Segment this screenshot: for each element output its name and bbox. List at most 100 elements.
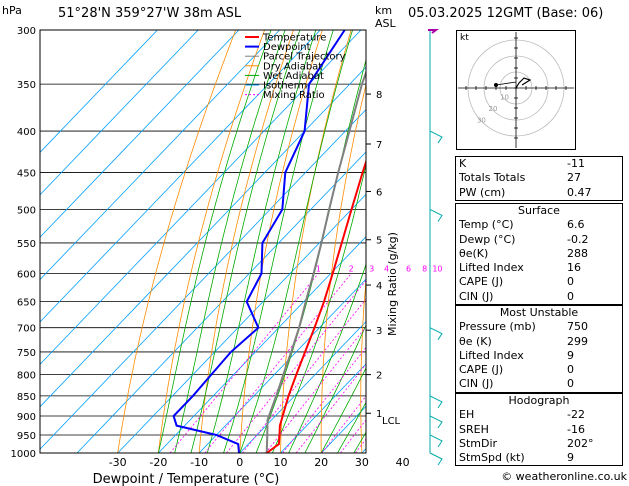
surface-value: 0 [567, 275, 574, 289]
mu-label: CAPE (J) [459, 363, 504, 377]
pressure-tick-label: 550 [17, 239, 36, 250]
pressure-tick-label: 800 [17, 371, 36, 382]
mixing-ratio-line [340, 419, 366, 453]
km-axis-label: km [375, 4, 392, 17]
hodograph-trace [515, 77, 532, 89]
temperature-tick-label: 20 [314, 456, 328, 469]
isotherm [239, 320, 366, 453]
hodo-label: SREH [459, 422, 489, 436]
km-tick-label: 6 [376, 187, 382, 198]
wet-adiabat [272, 163, 366, 453]
hodo-label: StmSpd (kt) [459, 451, 525, 465]
surface-label: θe(K) [459, 246, 489, 260]
index-row-totals: Totals Totals 27 [456, 171, 622, 185]
dry-adiabat [399, 30, 438, 453]
dry-adiabat [280, 30, 352, 453]
indices-most-unstable-table: Most Unstable Pressure (mb) 750 θe (K) 299… [455, 305, 623, 393]
km-tick-label: 5 [376, 236, 382, 247]
index-value: -11 [567, 157, 585, 170]
legend-label: Temperature [262, 33, 326, 44]
hodo-value: 9 [567, 451, 574, 465]
wet-adiabat [304, 324, 366, 453]
wet-adiabat [223, 30, 334, 453]
surface-label: CAPE (J) [459, 275, 504, 289]
temperature-tick-label: 0 [236, 456, 243, 469]
mixing-ratio-tick-label: 1 [316, 265, 321, 274]
legend-label: Isotherm [263, 81, 307, 92]
pressure-tick-label: 450 [17, 168, 36, 179]
legend-label: Wet Adiabat [263, 71, 324, 82]
temperature-tick-label: 10 [274, 456, 288, 469]
mu-label: θe (K) [459, 334, 492, 348]
plot-frame [39, 29, 367, 454]
mixing-ratio-tick-label: 10 [432, 265, 442, 274]
km-tick-label: 8 [376, 90, 382, 101]
hodograph-kt-label: kt [460, 33, 469, 43]
pressure-tick-label: 900 [17, 412, 36, 423]
legend-label: Mixing Ratio [263, 90, 325, 101]
wet-adiabat [337, 401, 366, 453]
copyright-footer: © weatheronline.co.uk [501, 470, 627, 483]
isotherm [40, 30, 199, 196]
y-axis-label: hPa [2, 4, 22, 17]
datetime-header: 05.03.2025 12GMT (Base: 06) [408, 6, 604, 21]
surface-title: Surface [518, 204, 560, 217]
surface-value: -0.2 [567, 232, 589, 246]
km-tick-label: 3 [376, 326, 382, 337]
indices-surface-table: Surface Temp (°C) 6.6 Dewp (°C) -0.2 θe(K)… [455, 203, 623, 306]
temperature-tick-label: 40 [396, 456, 410, 469]
lcl-label: LCL [382, 416, 401, 427]
isotherm [76, 151, 366, 453]
pressure-tick-label: 1000 [11, 449, 36, 460]
mixing-ratio-line [295, 363, 366, 453]
mu-label: Pressure (mb) [459, 320, 536, 334]
dry-adiabat [360, 275, 366, 453]
mixing-ratio-tick-label: 2 [349, 265, 354, 274]
pressure-tick-label: 500 [17, 205, 36, 216]
index-row-k: K -11 [456, 157, 622, 171]
hodograph-ring-label: 10 [500, 94, 509, 102]
wind-barb [429, 395, 443, 409]
dry-adiabat [198, 30, 294, 453]
km-tick-label: 7 [376, 140, 382, 151]
pressure-tick-label: 950 [17, 431, 36, 442]
wind-barb-top [428, 29, 439, 34]
mixing-ratio-line [321, 395, 366, 453]
storm-motion-vector [495, 81, 517, 86]
indices-general-table: K -11 Totals Totals 27 PW (cm) 0.47 [455, 156, 623, 201]
surface-value: 16 [567, 261, 581, 275]
most-unstable-title: Most Unstable [499, 306, 579, 319]
parcel-trajectory-line [265, 69, 366, 453]
wet-adiabat [158, 30, 272, 453]
isotherm [280, 363, 366, 453]
isotherm [40, 30, 280, 281]
wind-barb [429, 434, 443, 448]
isotherm [40, 30, 158, 153]
km-axis-label: ASL [375, 17, 397, 30]
dewpoint-line [172, 30, 346, 453]
pressure-tick-label: 350 [17, 80, 36, 91]
dry-adiabat [117, 30, 237, 453]
surface-label: Dewp (°C) [459, 232, 516, 246]
mu-value: 9 [567, 348, 574, 362]
skewt-grid [40, 30, 438, 453]
mu-value: 750 [567, 320, 588, 334]
mu-label: Lifted Index [459, 348, 524, 362]
index-label: PW (cm) [459, 185, 506, 199]
skewt-profiles [172, 30, 366, 453]
legend-label: Parcel Trajectory [263, 52, 346, 63]
isotherm [40, 30, 362, 365]
wet-adiabat [239, 30, 353, 453]
hodograph-title: Hodograph [508, 394, 570, 407]
pressure-tick-label: 650 [17, 298, 36, 309]
wet-adiabat [288, 262, 366, 453]
x-axis-label: Dewpoint / Temperature (°C) [93, 472, 280, 486]
index-value: 27 [567, 171, 581, 185]
isotherm [198, 278, 366, 453]
hodo-value: -16 [567, 422, 585, 436]
hodo-value: -22 [567, 408, 585, 422]
surface-value: 0 [567, 289, 574, 303]
